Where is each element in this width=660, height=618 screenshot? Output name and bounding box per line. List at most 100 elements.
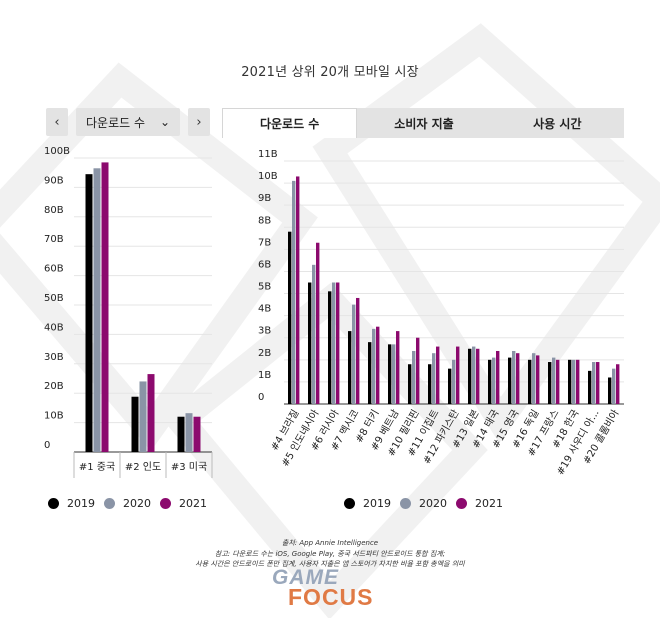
tab-usage-time[interactable]: 사용 시간 [533,116,582,131]
bar-2019 [288,231,292,404]
tab-consumer-spend[interactable]: 소비자 지출 [394,116,454,131]
bar-2021 [396,331,400,404]
bar-2020 [532,353,536,404]
y-tick-label: 10B [258,171,278,182]
bar-2021 [336,282,340,404]
legend-left: 2019 2020 2021 [48,497,216,510]
footnote-line-1: 참고: 다운로드 수는 iOS, Google Play, 중국 서드파티 안드… [214,550,446,558]
chevron-left-icon: ‹ [54,114,60,130]
y-tick-label: 40B [44,322,64,333]
page-title: 2021년 상위 20개 모바일 시장 [241,65,419,80]
footnote-line-2: 사용 시간은 안드로이드 폰만 집계, 사용자 지출은 앱 스토어가 차지한 비… [195,560,465,568]
y-tick-label: 6B [258,259,271,270]
y-tick-label: 70B [44,234,64,245]
bar-2020 [592,362,596,404]
legend-item: 2019 [344,497,391,510]
legend-swatch-2019 [48,498,59,509]
bar-2019 [408,364,412,404]
legend-label: 2021 [179,497,207,510]
bar-2020 [512,350,516,404]
metric-tabs: 다운로드 수 소비자 지출 사용 시간 [222,108,624,138]
bar-2019 [131,396,139,452]
legend-label: 2020 [123,497,151,510]
legend-label: 2020 [419,497,447,510]
bar-2021 [436,346,440,404]
legend-item: 2021 [456,497,503,510]
bar-2021 [536,355,540,404]
legend-label: 2021 [475,497,503,510]
x-tick-label: #1 중국 [79,461,115,473]
legend-item: 2020 [400,497,447,510]
bar-2019 [348,331,352,404]
legend-swatch-2020 [400,498,411,509]
chevron-right-icon: › [196,114,202,130]
bar-2021 [416,337,420,404]
legend-item: 2019 [48,497,95,510]
bar-2021 [147,374,155,452]
legend-swatch-2021 [160,498,171,509]
bar-2020 [452,359,456,404]
y-tick-label: 1B [258,370,271,381]
bar-2021 [101,162,109,452]
legend-item: 2021 [160,497,207,510]
bar-2019 [177,416,185,452]
bar-2019 [588,370,592,404]
legend-right: 2019 2020 2021 [344,497,512,510]
y-tick-label: 100B [44,146,70,157]
y-tick-label: 90B [44,175,64,186]
logo-text-bottom: FOCUS [288,584,374,610]
bar-2020 [472,346,476,404]
bar-2021 [616,364,620,404]
bar-2021 [576,359,580,404]
y-tick-label: 20B [44,381,64,392]
logo-text-top: GAME [272,566,339,589]
bar-2019 [548,362,552,404]
next-button[interactable]: › [188,108,210,136]
bar-2020 [139,381,147,452]
bar-2019 [468,348,472,404]
bar-2020 [372,328,376,404]
bar-2021 [496,350,500,404]
y-tick-label: 11B [258,149,278,160]
bar-2020 [392,344,396,404]
metric-select-value: 다운로드 수 [86,115,146,130]
y-tick-label: 7B [258,237,271,248]
bar-2021 [296,176,300,404]
bar-2021 [316,242,320,404]
y-tick-label: 5B [258,282,271,293]
gamefocus-logo: GAME FOCUS [262,566,412,610]
bar-2019 [368,342,372,404]
bar-2021 [193,416,201,452]
y-tick-label: 0 [44,440,50,451]
bar-2019 [85,174,93,453]
y-tick-label: 50B [44,293,64,304]
bar-2020 [185,413,193,452]
x-tick-label: #2 인도 [125,461,161,473]
legend-label: 2019 [363,497,391,510]
bar-2019 [488,359,492,404]
bar-2020 [312,264,316,404]
bar-2021 [556,359,560,404]
bar-2019 [328,291,332,404]
bar-2020 [612,368,616,404]
bar-2019 [308,282,312,404]
bar-2021 [596,362,600,404]
y-tick-label: 0 [258,392,264,403]
y-tick-label: 60B [44,264,64,275]
bar-2020 [492,357,496,404]
bar-2021 [356,297,360,404]
prev-button[interactable]: ‹ [46,108,68,136]
source-note: 출처: App Annie Intelligence [281,539,379,547]
bar-2019 [568,359,572,404]
bar-2019 [608,377,612,404]
tab-downloads[interactable]: 다운로드 수 [222,108,358,138]
bar-2020 [93,168,101,453]
chevron-down-icon: ⌄ [159,115,170,129]
bar-2021 [456,346,460,404]
legend-swatch-2021 [456,498,467,509]
bar-2020 [552,357,556,404]
y-tick-label: 4B [258,304,271,315]
metric-select[interactable]: 다운로드 수 ⌄ [76,108,180,136]
